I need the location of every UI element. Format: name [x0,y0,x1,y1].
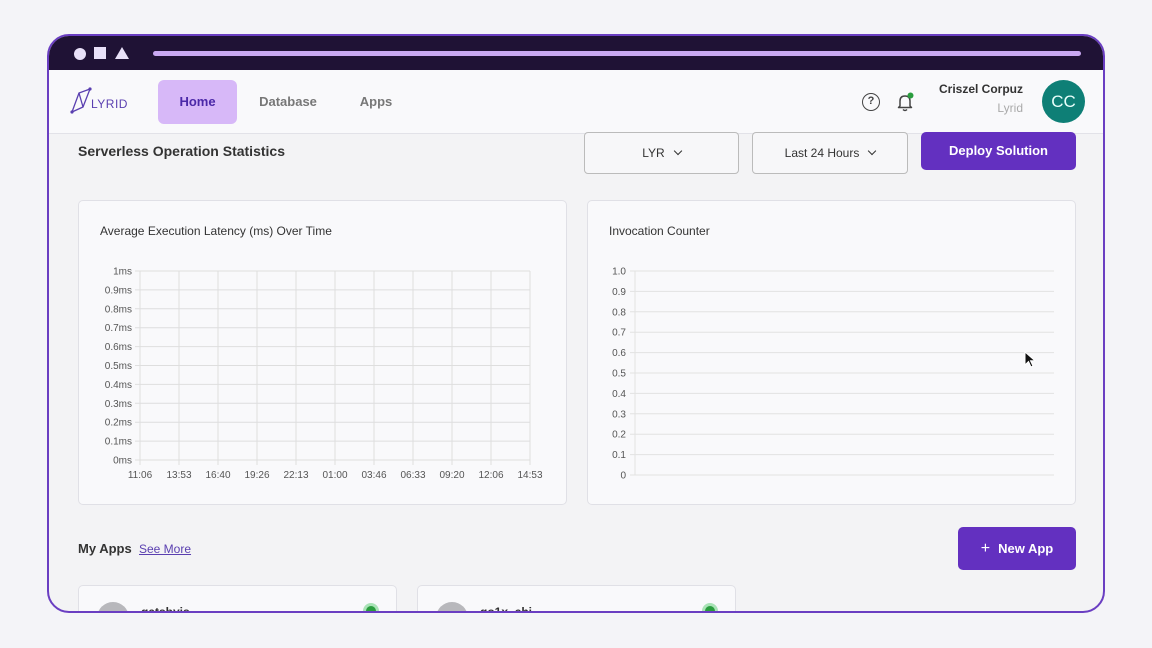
app-name: gatsbyjs [141,605,190,613]
region-select-value: LYR [642,146,665,160]
circle-icon [74,48,86,60]
y-tick-label: 0.8 [612,307,626,318]
nav-apps[interactable]: Apps [359,94,393,109]
nav-home[interactable]: Home [158,80,237,124]
x-tick-label: 14:53 [517,470,542,481]
plus-icon: + [980,540,991,557]
time-range-select[interactable]: Last 24 Hours [752,132,908,174]
y-tick-label: 0.6 [612,348,626,359]
user-name: Criszel Corpuz [938,82,1023,96]
y-tick-label: 0.2 [612,430,626,441]
lyrid-logo[interactable]: LYRID [69,87,129,117]
x-tick-label: 01:00 [322,470,347,481]
chart-title: Average Execution Latency (ms) Over Time [100,224,332,238]
invocation-chart: 0 0.1 0.2 0.3 0.4 0.5 0.6 0.7 0.8 0.9 1.0 [612,267,1054,482]
help-circle-icon[interactable]: ? [862,93,880,111]
nav-database[interactable]: Database [259,94,317,109]
y-tick-label: 0.7 [612,328,626,339]
x-tick-label: 22:13 [283,470,308,481]
y-tick-label: 0.3 [612,409,626,420]
address-bar [153,51,1081,56]
user-org: Lyrid [997,101,1023,115]
y-tick-label: 0.4ms [105,380,132,391]
latency-chart-card: Average Execution Latency (ms) Over Time… [78,200,567,505]
latency-chart: 0ms 0.1ms 0.2ms 0.3ms 0.4ms 0.5ms 0.6ms 0.7ms 0.… [105,267,543,482]
my-apps-title: My Apps [78,541,132,556]
x-tick-label: 09:20 [439,470,464,481]
top-navbar: LYRID Home Database Apps ? Criszel Corpu… [49,70,1103,134]
invocation-chart-card: Invocation Counter 0 0.1 0.2 0.3 0.4 0.5 0.6 0.… [587,200,1076,505]
window-titlebar [49,36,1103,70]
deploy-solution-button[interactable]: Deploy Solution [921,132,1076,170]
status-indicator [363,603,379,611]
x-tick-label: 03:46 [361,470,386,481]
browser-window: LYRID Home Database Apps ? Criszel Corpu… [47,34,1105,613]
app-avatar [436,602,468,611]
app-avatar [97,602,129,611]
y-tick-label: 0ms [113,456,132,467]
new-app-button[interactable]: + New App [958,527,1076,570]
region-select[interactable]: LYR [584,132,739,174]
app-card[interactable]: go1x_chi [417,585,736,613]
logo-text: LYRID [91,97,128,111]
page-title: Serverless Operation Statistics [78,143,285,159]
y-tick-label: 0.2ms [105,418,132,429]
y-tick-label: 0.9 [612,287,626,298]
x-tick-label: 11:06 [128,470,153,481]
y-tick-label: 0.1 [612,450,626,461]
status-indicator [702,603,718,611]
x-tick-label: 12:06 [478,470,503,481]
y-tick-label: 0.1ms [105,437,132,448]
app-name: go1x_chi [480,605,533,613]
y-tick-label: 0.6ms [105,342,132,353]
chart-title: Invocation Counter [609,224,710,238]
chevron-down-icon [673,146,682,156]
square-icon [94,47,106,59]
triangle-icon [115,47,129,59]
y-tick-label: 0.5ms [105,361,132,372]
x-tick-label: 13:53 [166,470,191,481]
mouse-cursor-icon [1024,351,1036,368]
y-tick-label: 0 [620,471,626,482]
y-tick-label: 1ms [113,267,132,278]
avatar[interactable]: CC [1042,80,1085,123]
y-tick-label: 0.5 [612,369,626,380]
chevron-down-icon [868,146,877,156]
constellation-icon [70,87,92,114]
y-tick-label: 0.9ms [105,285,132,296]
y-tick-label: 0.8ms [105,304,132,315]
bell-icon[interactable] [895,92,915,112]
y-tick-label: 0.7ms [105,323,132,334]
x-tick-label: 16:40 [205,470,230,481]
time-range-select-value: Last 24 Hours [784,146,860,160]
y-tick-label: 0.4 [612,389,626,400]
y-tick-label: 0.3ms [105,399,132,410]
new-app-label: New App [998,541,1054,556]
app-card[interactable]: gatsbyjs [78,585,397,613]
see-more-link[interactable]: See More [139,542,192,556]
y-tick-label: 1.0 [612,267,626,278]
x-tick-label: 06:33 [400,470,425,481]
x-tick-label: 19:26 [244,470,269,481]
